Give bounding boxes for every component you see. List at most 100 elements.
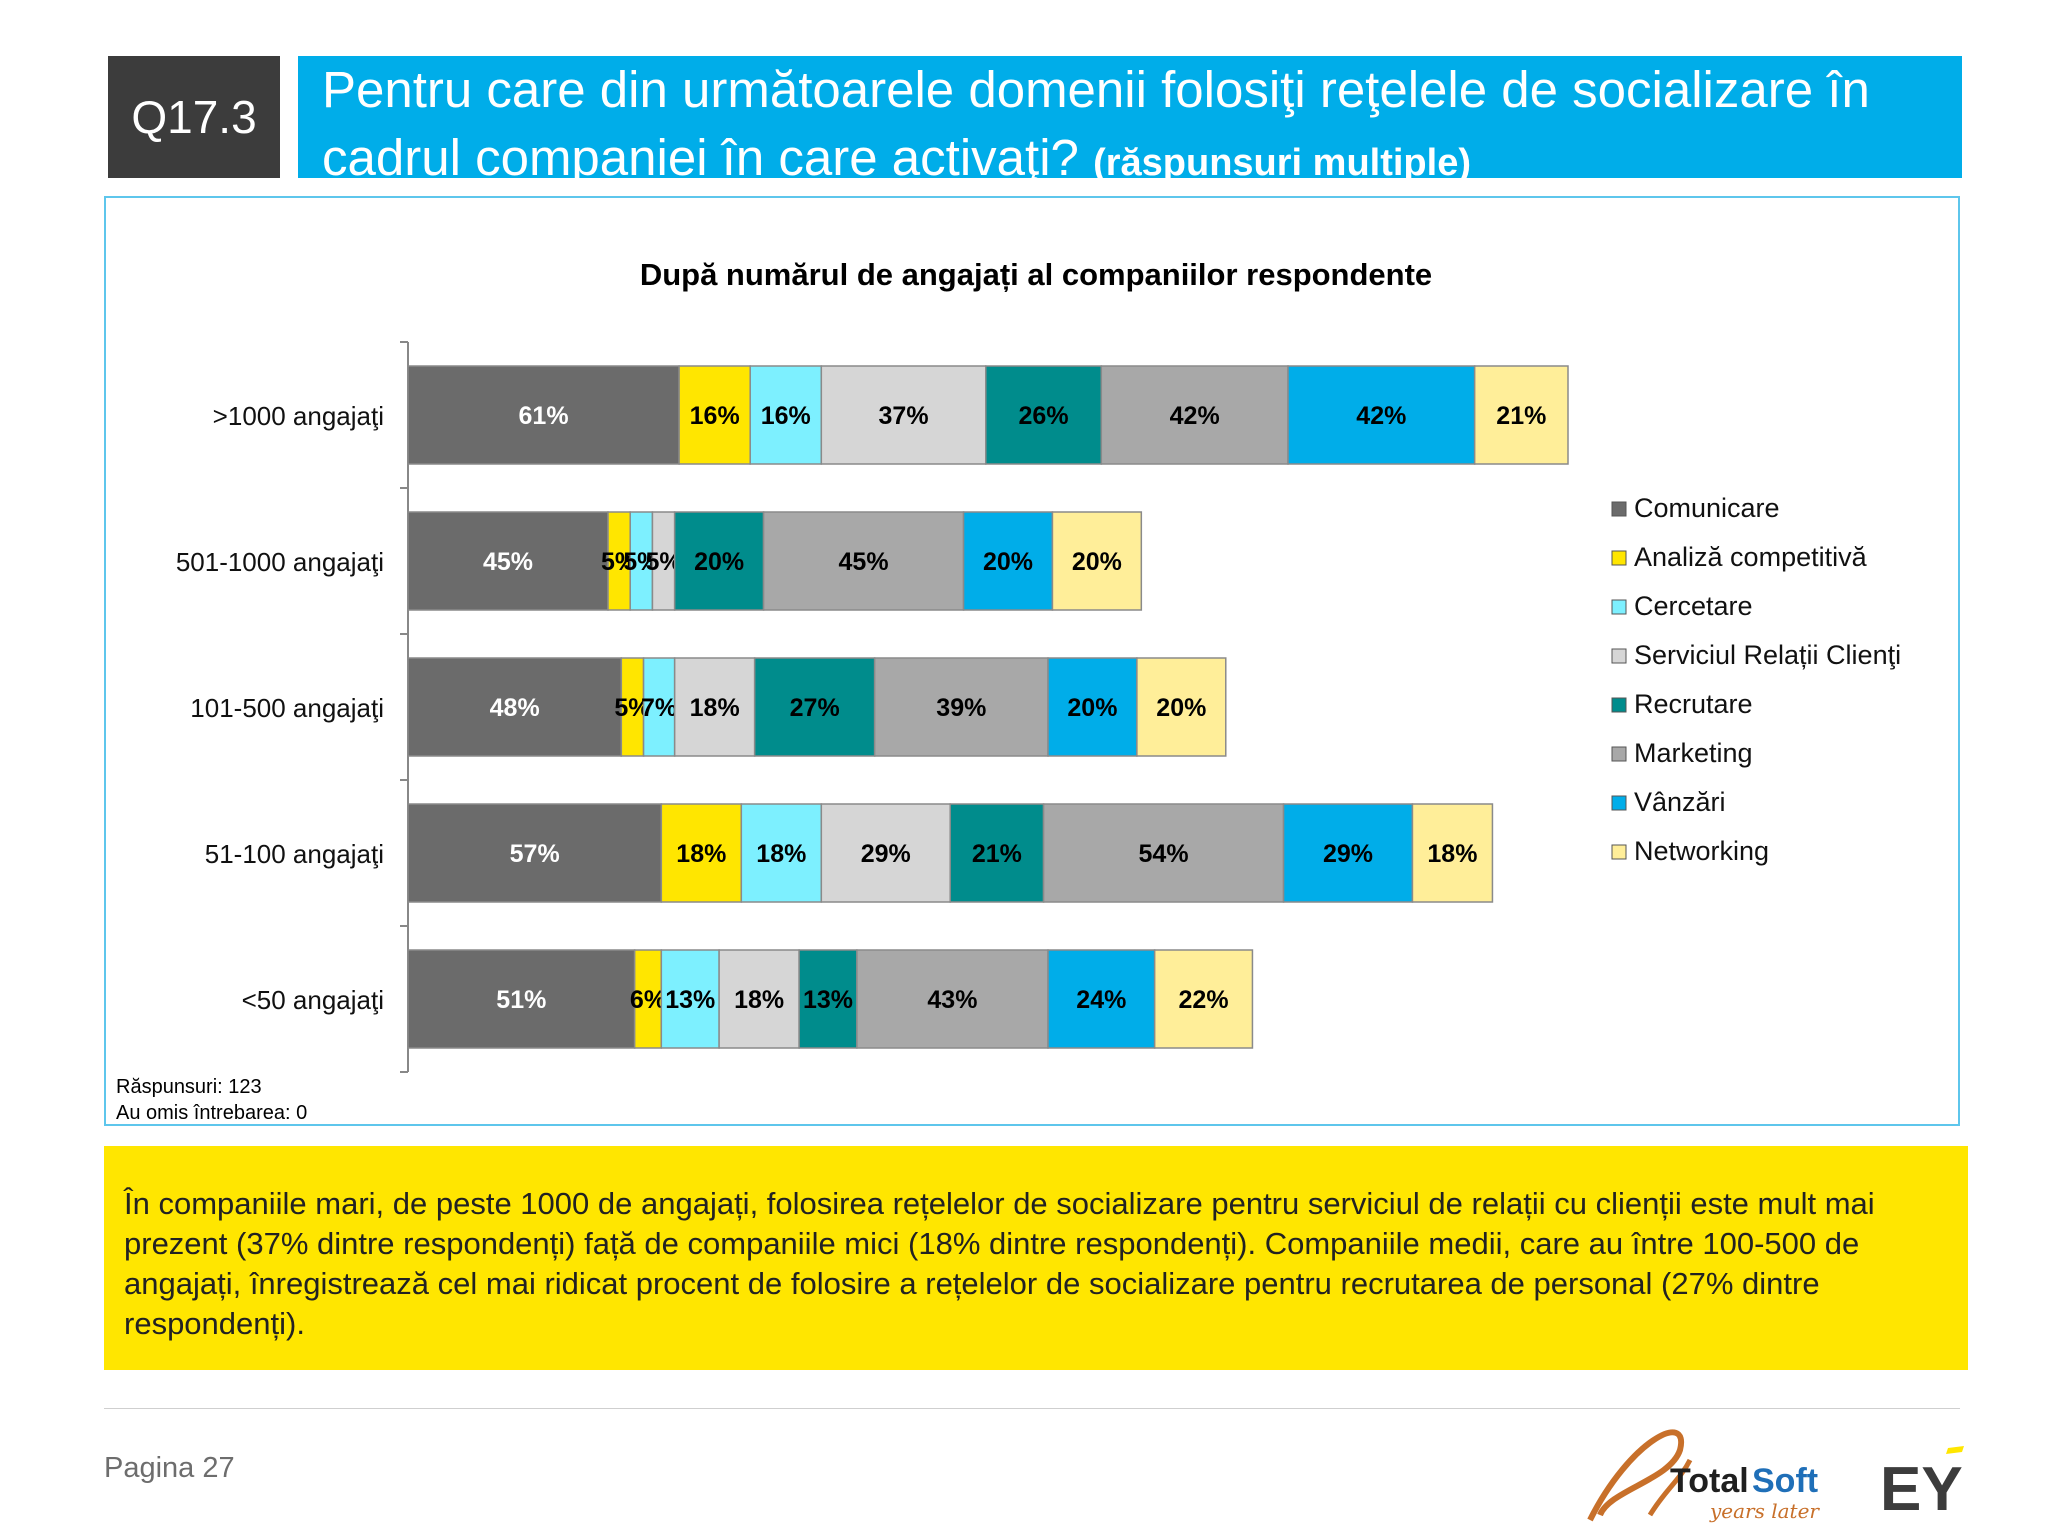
data-label: 16% [690, 402, 740, 430]
data-label: 57% [510, 840, 560, 868]
legend-swatch [1611, 844, 1627, 860]
legend-swatch [1611, 746, 1627, 762]
data-label: 48% [490, 694, 540, 722]
bar-segment [1042, 803, 1285, 903]
bar-segment [873, 657, 1049, 757]
legend-label: Comunicare [1634, 493, 1780, 523]
data-label: 26% [1019, 402, 1069, 430]
legend-label: Cercetare [1634, 591, 1753, 621]
bar-segment [1282, 803, 1414, 903]
data-label: 18% [756, 840, 806, 868]
data-label: 43% [927, 986, 977, 1014]
question-title: Pentru care din următoarele domenii folo… [322, 61, 1870, 178]
bar-segment [820, 365, 987, 465]
totalsoft-logo: Total Soft years later [1587, 1429, 1820, 1523]
bar-segment [407, 657, 623, 757]
legend-swatch [1611, 599, 1627, 615]
data-label: 39% [936, 694, 986, 722]
data-label: 61% [519, 402, 569, 430]
category-label: 101-500 angajaţi [190, 693, 384, 723]
data-label: 21% [1496, 402, 1546, 430]
bar-segment [740, 803, 823, 903]
legend-label: Vânzări [1634, 787, 1726, 817]
bar-segment [1153, 949, 1254, 1049]
question-id: Q17.3 [131, 91, 257, 143]
totalsoft-word1: Total [1670, 1462, 1749, 1500]
data-label: 45% [839, 548, 889, 576]
data-label: 6% [630, 986, 666, 1014]
data-label: 22% [1179, 986, 1229, 1014]
bar-segment [642, 657, 676, 757]
legend-label: Recrutare [1634, 689, 1753, 719]
bar-segment [407, 511, 609, 611]
summary-text: În companiile mari, de peste 1000 de ang… [124, 1186, 1875, 1341]
totalsoft-word2: Soft [1752, 1462, 1818, 1500]
question-subtitle: (răspunsuri multiple) [1093, 142, 1471, 178]
legend-label: Networking [1634, 836, 1769, 866]
data-label: 27% [790, 694, 840, 722]
category-label: 501-1000 angajaţi [176, 547, 384, 577]
category-label: 51-100 angajaţi [205, 839, 384, 869]
bar-segment [985, 365, 1103, 465]
category-label: <50 angajaţi [242, 985, 384, 1015]
legend-label: Marketing [1634, 738, 1753, 768]
legend-swatch [1611, 501, 1627, 517]
bar-segment [762, 511, 965, 611]
question-title-bar: Pentru care din următoarele domenii folo… [298, 56, 1962, 178]
bar-segment [678, 365, 751, 465]
data-label: 20% [694, 548, 744, 576]
page-number: Pagina 27 [104, 1452, 235, 1484]
data-label: 54% [1139, 840, 1189, 868]
bar-segment [749, 365, 823, 465]
bar-segment [962, 511, 1054, 611]
legend-label: Serviciul Relații Clienţi [1634, 640, 1901, 670]
bar-segment [1287, 365, 1476, 465]
legend-swatch [1611, 697, 1627, 713]
data-label: 16% [761, 402, 811, 430]
data-label: 13% [803, 986, 853, 1014]
bar-segment [673, 657, 756, 757]
chart-frame: După numărul de angajați al companiilor … [104, 196, 1960, 1126]
data-label: 45% [483, 548, 533, 576]
data-label: 20% [983, 548, 1033, 576]
legend-swatch [1611, 648, 1627, 664]
data-label: 20% [1072, 548, 1122, 576]
data-label: 37% [879, 402, 929, 430]
data-label: 42% [1170, 402, 1220, 430]
summary-box: În companiile mari, de peste 1000 de ang… [104, 1146, 1968, 1370]
legend-label: Analiză competitivă [1634, 542, 1868, 572]
stacked-bar-chart: După numărul de angajați al companiilor … [176, 257, 1901, 1073]
bar-segment [949, 803, 1045, 903]
bar-segment [1100, 365, 1289, 465]
data-label: 21% [972, 840, 1022, 868]
legend-swatch [1611, 550, 1627, 566]
data-label: 18% [676, 840, 726, 868]
bar-segment [1047, 657, 1138, 757]
bar-segment [673, 511, 765, 611]
totalsoft-tagline: years later [1709, 1499, 1820, 1523]
data-label: 51% [496, 986, 546, 1014]
ey-logo-text: EY [1880, 1455, 1963, 1516]
data-label: 20% [1067, 694, 1117, 722]
skipped-note: Au omis întrebarea: 0 [116, 1102, 308, 1124]
data-label: 24% [1076, 986, 1126, 1014]
chart-title: După numărul de angajați al companiilor … [640, 257, 1432, 292]
bar-segment [407, 949, 636, 1049]
footer-divider [104, 1408, 1960, 1409]
bar-segment [1473, 365, 1569, 465]
data-label: 13% [665, 986, 715, 1014]
question-id-badge: Q17.3 [108, 56, 280, 178]
ey-logo: EY [1880, 1446, 1964, 1516]
responses-note: Răspunsuri: 123 [116, 1076, 262, 1098]
bar-segment [1051, 511, 1143, 611]
bar-segment [407, 803, 663, 903]
data-label: 29% [861, 840, 911, 868]
bar-segment [633, 949, 663, 1049]
data-label: 20% [1156, 694, 1206, 722]
bar-segment [820, 803, 951, 903]
data-label: 18% [1427, 840, 1477, 868]
bar-segment [407, 365, 680, 465]
category-label: >1000 angajaţi [213, 401, 384, 431]
bar-segment [1411, 803, 1494, 903]
bar-segment [660, 949, 720, 1049]
